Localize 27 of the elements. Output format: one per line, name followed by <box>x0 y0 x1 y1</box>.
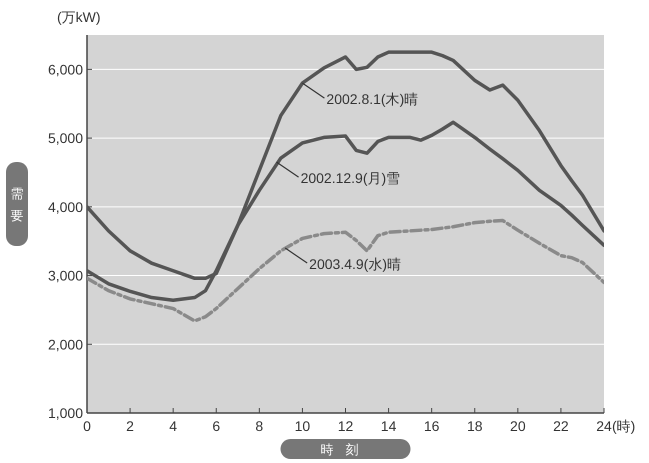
y-tick-label: 3,000 <box>48 268 84 284</box>
y-tick-label: 2,000 <box>48 336 84 352</box>
y-axis-title: 需要 <box>10 186 24 223</box>
y-tick-label: 5,000 <box>48 130 84 146</box>
text: (万kW) <box>57 9 101 25</box>
x-tick-label: 10 <box>294 418 310 434</box>
x-axis-title: 時刻 <box>320 442 370 457</box>
x-tick-label: 0 <box>83 418 92 434</box>
text: (時) <box>612 418 636 434</box>
x-tick-label: 2 <box>126 418 134 434</box>
x-tick-label: 24 <box>596 418 612 434</box>
y-tick-label: 4,000 <box>48 198 84 215</box>
annotation: 2002.12.9(月)雪 <box>300 170 400 186</box>
x-tick-label: 18 <box>466 418 483 434</box>
x-tick-label: 4 <box>169 418 178 434</box>
y-tick-label: 1,000 <box>48 405 84 421</box>
x-tick-label: 20 <box>510 418 526 434</box>
x-tick-label: 12 <box>338 418 354 434</box>
x-tick-label: 6 <box>212 418 220 434</box>
x-tick-label: 16 <box>424 418 440 434</box>
y-tick-label: 6,000 <box>48 61 84 78</box>
annotation: 2003.4.9(水)晴 <box>309 256 402 272</box>
line-series <box>87 218 604 323</box>
x-tick-label: 22 <box>553 418 569 434</box>
x-tick-label: 8 <box>255 418 264 434</box>
x-tick-label: 14 <box>380 418 397 434</box>
annotation: 2002.8.1(木)晴 <box>326 91 418 108</box>
